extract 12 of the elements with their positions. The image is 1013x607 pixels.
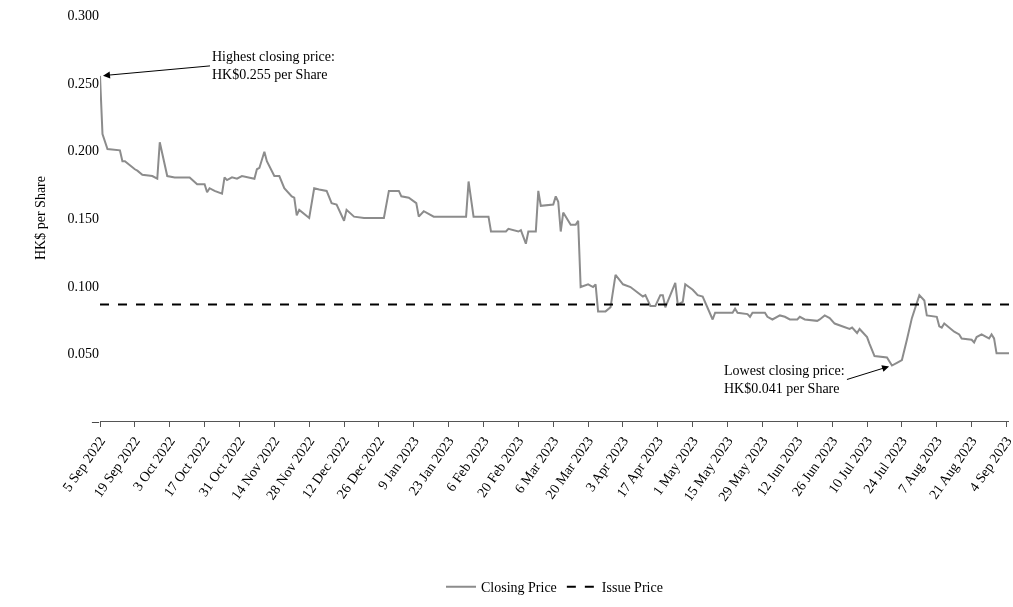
annotation: Lowest closing price: HK$0.041 per Share: [724, 363, 845, 397]
y-tick-label: 0.050: [67, 346, 99, 362]
y-axis-title: HK$ per Share: [33, 176, 49, 260]
y-tick-label: 0.250: [67, 75, 99, 91]
y-tick-label: 0.150: [67, 210, 99, 226]
y-tick-label: 0.100: [67, 278, 99, 294]
y-tick-label: –: [91, 413, 100, 429]
legend-label: Issue Price: [601, 580, 663, 596]
y-tick-label: 0.300: [67, 7, 99, 23]
legend-label: Closing Price: [481, 580, 557, 596]
annotation: Highest closing price: HK$0.255 per Share: [212, 49, 335, 83]
y-tick-label: 0.200: [67, 143, 99, 159]
